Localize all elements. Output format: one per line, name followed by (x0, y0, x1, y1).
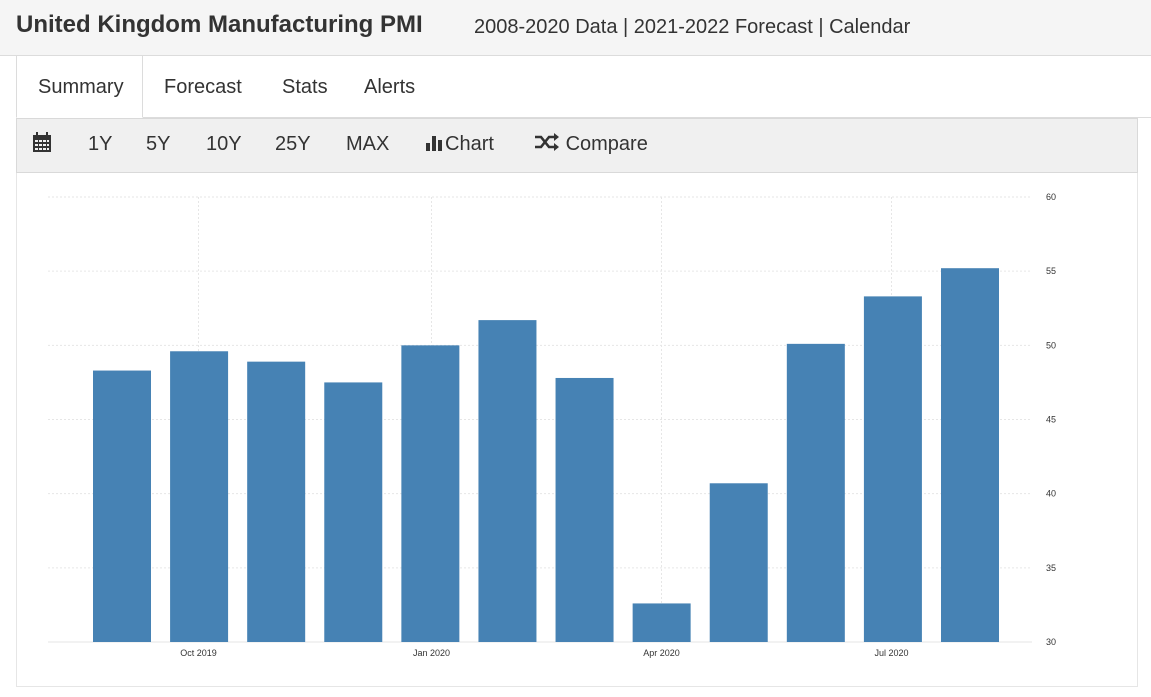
page-title: United Kingdom Manufacturing PMI (16, 11, 423, 38)
bar-apr-2020[interactable] (632, 603, 691, 642)
x-axis-ticks: Oct 2019 Jan 2020 Apr 2020 Jul 2020 (180, 648, 908, 658)
range-10y-button[interactable]: 10Y (206, 133, 242, 155)
bar-oct-2019[interactable] (170, 351, 229, 642)
bar-jul-2020[interactable] (863, 296, 922, 642)
compare-button[interactable]: Compare (534, 119, 648, 172)
y-tick-label-30: 30 (1046, 637, 1056, 647)
bar-nov-2019[interactable] (247, 361, 306, 642)
bar-chart-icon (426, 136, 442, 151)
y-tick-label-40: 40 (1046, 489, 1056, 499)
tab-forecast[interactable]: Forecast (164, 76, 242, 98)
x-tick-label-0: Oct 2019 (180, 648, 217, 658)
shuffle-icon (535, 133, 559, 151)
bar-jun-2020[interactable] (786, 343, 845, 642)
x-tick-label-2: Apr 2020 (643, 648, 680, 658)
tab-bar: Summary Forecast Stats Alerts (16, 56, 1151, 118)
bar-may-2020[interactable] (709, 483, 768, 642)
page-subtitle[interactable]: 2008-2020 Data | 2021-2022 Forecast | Ca… (474, 16, 911, 38)
x-tick-label-1: Jan 2020 (413, 648, 450, 658)
chart-container (16, 173, 1138, 687)
tab-stats[interactable]: Stats (282, 76, 328, 98)
range-5y-button[interactable]: 5Y (146, 133, 171, 155)
range-max-button[interactable]: MAX (346, 133, 390, 155)
range-1y-button[interactable]: 1Y (88, 133, 113, 155)
chart-button-label: Chart (445, 133, 494, 155)
tab-summary[interactable]: Summary (16, 56, 143, 118)
bar-aug-2020[interactable] (941, 268, 999, 642)
tab-alerts[interactable]: Alerts (364, 76, 416, 98)
y-tick-label-60: 60 (1046, 192, 1056, 202)
compare-button-label: Compare (565, 133, 648, 155)
chart-bars (93, 268, 999, 642)
bar-mar-2020[interactable] (555, 377, 614, 642)
calendar-icon[interactable] (32, 131, 52, 153)
range-25y-button[interactable]: 25Y (275, 133, 311, 155)
y-axis-ticks: 30 35 40 45 50 55 60 (1046, 192, 1056, 647)
y-tick-label-55: 55 (1046, 266, 1056, 276)
bar-jan-2020[interactable] (401, 345, 460, 642)
bar-feb-2020[interactable] (478, 320, 537, 642)
y-tick-label-35: 35 (1046, 563, 1056, 573)
page-header: United Kingdom Manufacturing PMI 2008-20… (0, 0, 1151, 56)
bar-sep-2019[interactable] (93, 370, 151, 642)
y-tick-label-50: 50 (1046, 340, 1056, 350)
y-tick-label-45: 45 (1046, 415, 1056, 425)
x-tick-label-3: Jul 2020 (874, 648, 908, 658)
bar-dec-2019[interactable] (324, 382, 383, 642)
chart-button[interactable]: Chart (425, 119, 494, 172)
chart-toolbar: 1Y 5Y 10Y 25Y MAX Chart Compare (16, 118, 1138, 173)
